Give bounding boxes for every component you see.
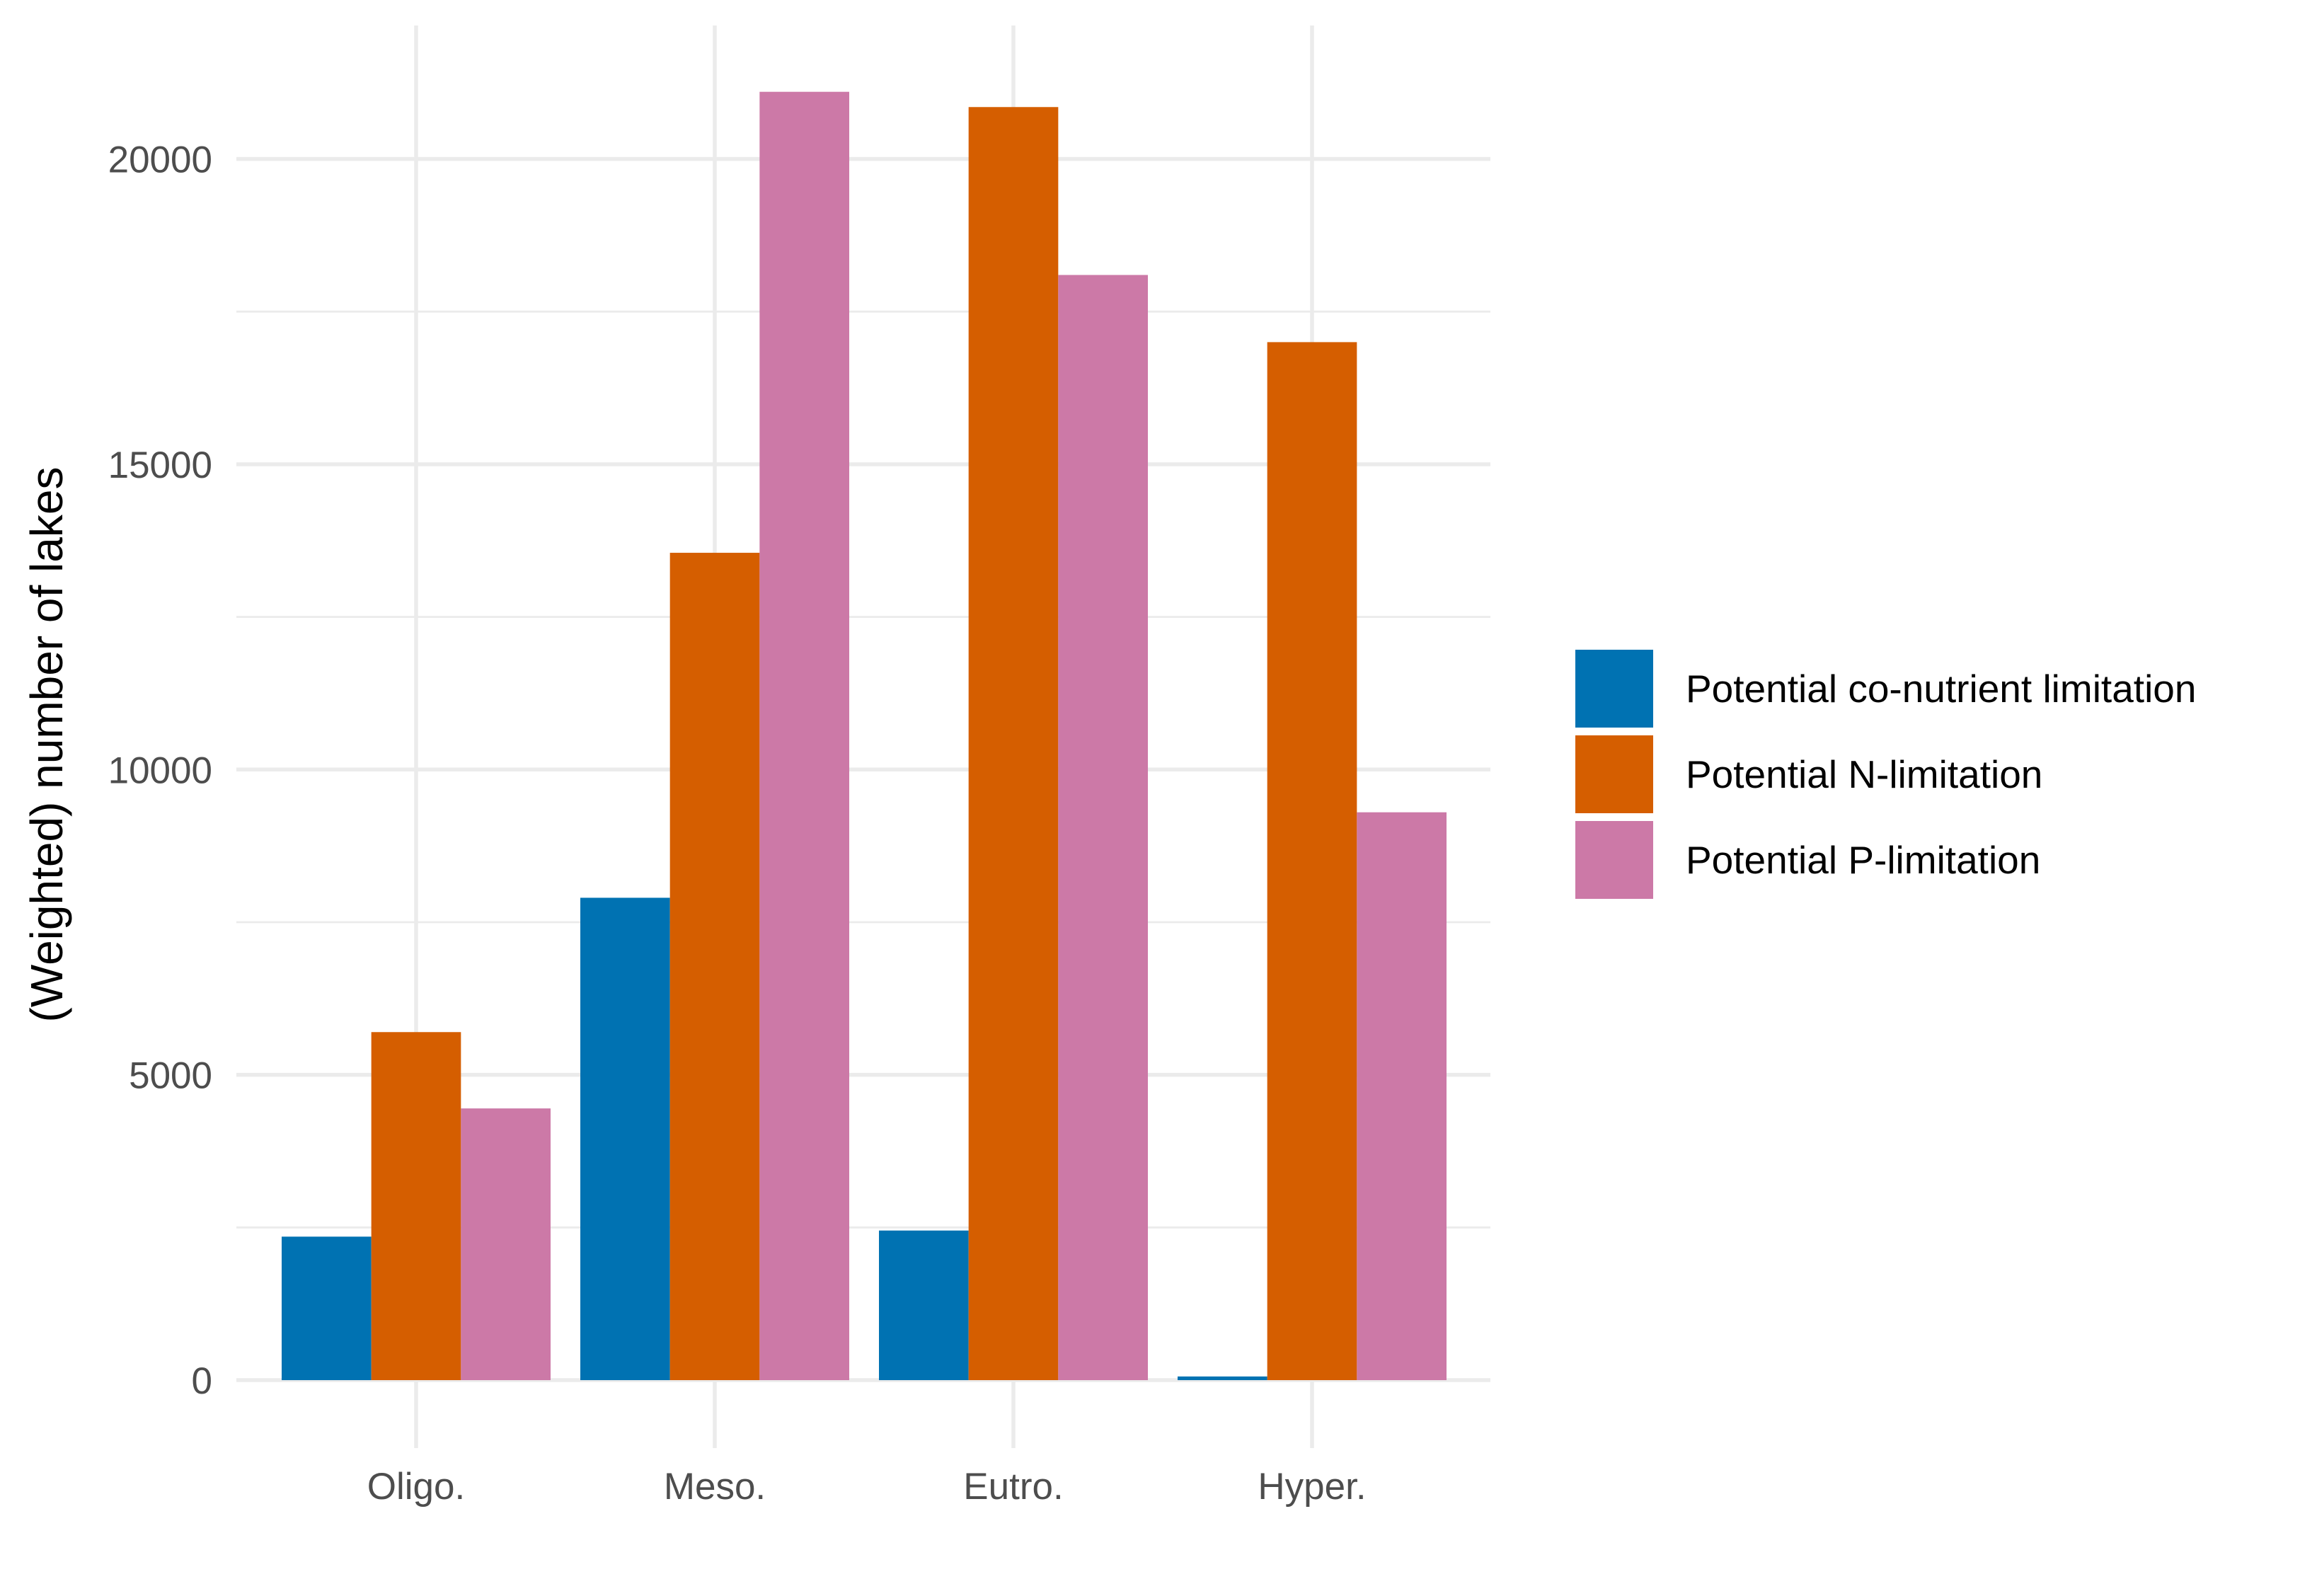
bar xyxy=(968,107,1059,1380)
legend-label: Potential P-limitation xyxy=(1686,838,2040,882)
legend-key xyxy=(1575,650,1653,728)
y-tick-label: 20000 xyxy=(108,139,212,181)
bar xyxy=(669,553,760,1380)
x-tick-label: Oligo. xyxy=(367,1466,465,1508)
legend-label: Potential co-nutrient limitation xyxy=(1686,667,2196,711)
y-tick-labels: 0 5000 10000 15000 20000 xyxy=(108,139,212,1402)
y-tick-label: 15000 xyxy=(108,444,212,486)
legend: Potential co-nutrient limitation Potentia… xyxy=(1575,650,2196,899)
y-tick-label: 5000 xyxy=(129,1055,212,1097)
x-tick-label: Meso. xyxy=(664,1466,766,1508)
bar xyxy=(879,1230,969,1380)
y-axis-title: (Weighted) number of lakes xyxy=(21,467,72,1023)
legend-key xyxy=(1575,821,1653,899)
bar xyxy=(759,91,849,1380)
bar xyxy=(461,1108,551,1380)
y-tick-label: 0 xyxy=(192,1360,212,1402)
legend-key xyxy=(1575,735,1653,813)
bar xyxy=(1178,1376,1267,1380)
y-tick-label: 10000 xyxy=(108,750,212,791)
bar xyxy=(1267,342,1357,1380)
x-tick-label: Eutro. xyxy=(963,1466,1063,1508)
x-tick-label: Hyper. xyxy=(1258,1466,1366,1508)
bar xyxy=(371,1032,461,1380)
bar xyxy=(1357,812,1447,1380)
bar xyxy=(1058,275,1148,1381)
bars xyxy=(282,91,1447,1381)
bar xyxy=(580,897,670,1380)
x-tick-labels: Oligo. Meso. Eutro. Hyper. xyxy=(367,1466,1367,1508)
legend-label: Potential N-limitation xyxy=(1686,752,2042,796)
bar xyxy=(282,1236,372,1380)
